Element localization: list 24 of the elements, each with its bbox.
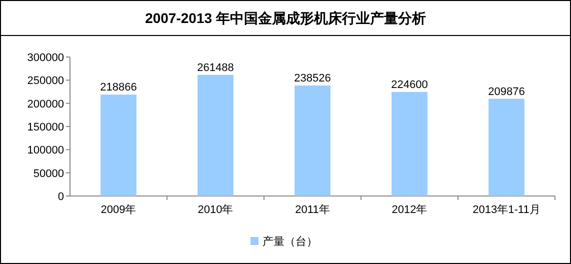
x-tick-label: 2010年 (198, 204, 234, 216)
data-label: 238526 (294, 72, 331, 84)
x-tick-label: 2013年1-11月 (472, 204, 540, 216)
y-tick-label: 0 (58, 191, 64, 203)
x-tick-label: 2012年 (392, 204, 428, 216)
data-label: 209876 (488, 86, 525, 98)
data-label: 218866 (100, 82, 137, 94)
legend-label: 产量（台） (262, 235, 318, 248)
y-tick-label: 200000 (27, 98, 64, 110)
data-label: 224600 (391, 78, 428, 91)
y-tick-label: 100000 (27, 144, 64, 157)
data-label: 261488 (197, 62, 234, 74)
bar (392, 92, 428, 196)
bar (198, 74, 234, 196)
y-tick-label: 250000 (27, 75, 64, 88)
y-tick-label: 150000 (27, 122, 64, 134)
y-tick-label: 300000 (27, 52, 64, 64)
bar (294, 85, 330, 196)
y-tick-label: 50000 (33, 168, 64, 180)
chart-title: 2007-2013 年中国金属成形机床行业产量分析 (145, 10, 426, 26)
x-tick-label: 2009年 (100, 204, 136, 216)
x-tick-label: 2011年 (295, 204, 330, 216)
bar (100, 94, 136, 196)
bar (488, 98, 524, 196)
